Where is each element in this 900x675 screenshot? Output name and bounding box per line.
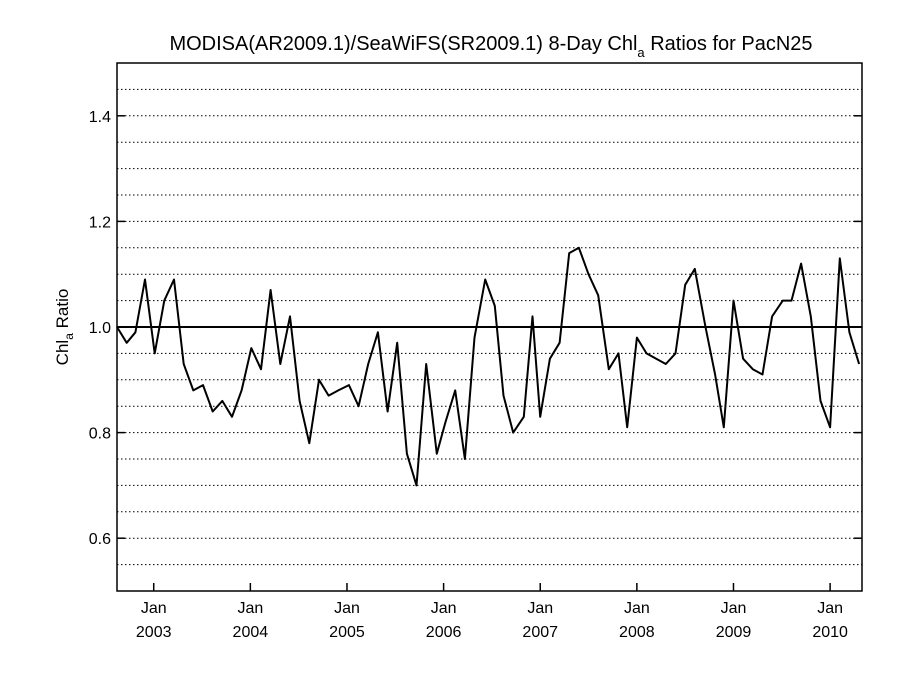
y-tick-label: 1.0 [89,320,111,337]
x-tick-label-month: Jan [141,600,167,617]
x-tick-label-month: Jan [431,600,457,617]
x-axis: Jan 2003 Jan 2004 Jan 2005 Jan 2006 Jan 2007 Jan 20… [136,583,848,641]
x-tick-label-year: 2005 [329,624,365,641]
y-axis-title: Chla Ratio [53,289,76,366]
y-tick-label: 0.6 [89,531,111,548]
x-tick-label-month: Jan [817,600,843,617]
y-tick-label: 1.4 [89,109,111,126]
x-tick-label-year: 2007 [522,624,558,641]
x-tick-label-month: Jan [334,600,360,617]
y-tick-label: 1.2 [89,214,111,231]
x-tick-label-year: 2003 [136,624,172,641]
chart-title: MODISA(AR2009.1)/SeaWiFS(SR2009.1) 8-Day… [169,33,812,60]
x-tick-label-month: Jan [237,600,263,617]
series-line [116,246,861,487]
x-tick-label-month: Jan [721,600,747,617]
x-tick-label-year: 2004 [233,624,269,641]
chart-title-subscript: a [637,45,645,60]
x-tick-label-month: Jan [624,600,650,617]
x-tick-label-month: Jan [527,600,553,617]
x-tick-label-year: 2006 [426,624,462,641]
x-tick-label-year: 2010 [812,624,848,641]
x-tick-label-year: 2008 [619,624,655,641]
y-tick-label: 0.8 [89,426,111,443]
y-axis: 0.6 0.8 1.0 1.2 1.4 [89,109,862,548]
x-tick-label-year: 2009 [716,624,752,641]
y-axis-title-subscript: a [62,333,76,340]
